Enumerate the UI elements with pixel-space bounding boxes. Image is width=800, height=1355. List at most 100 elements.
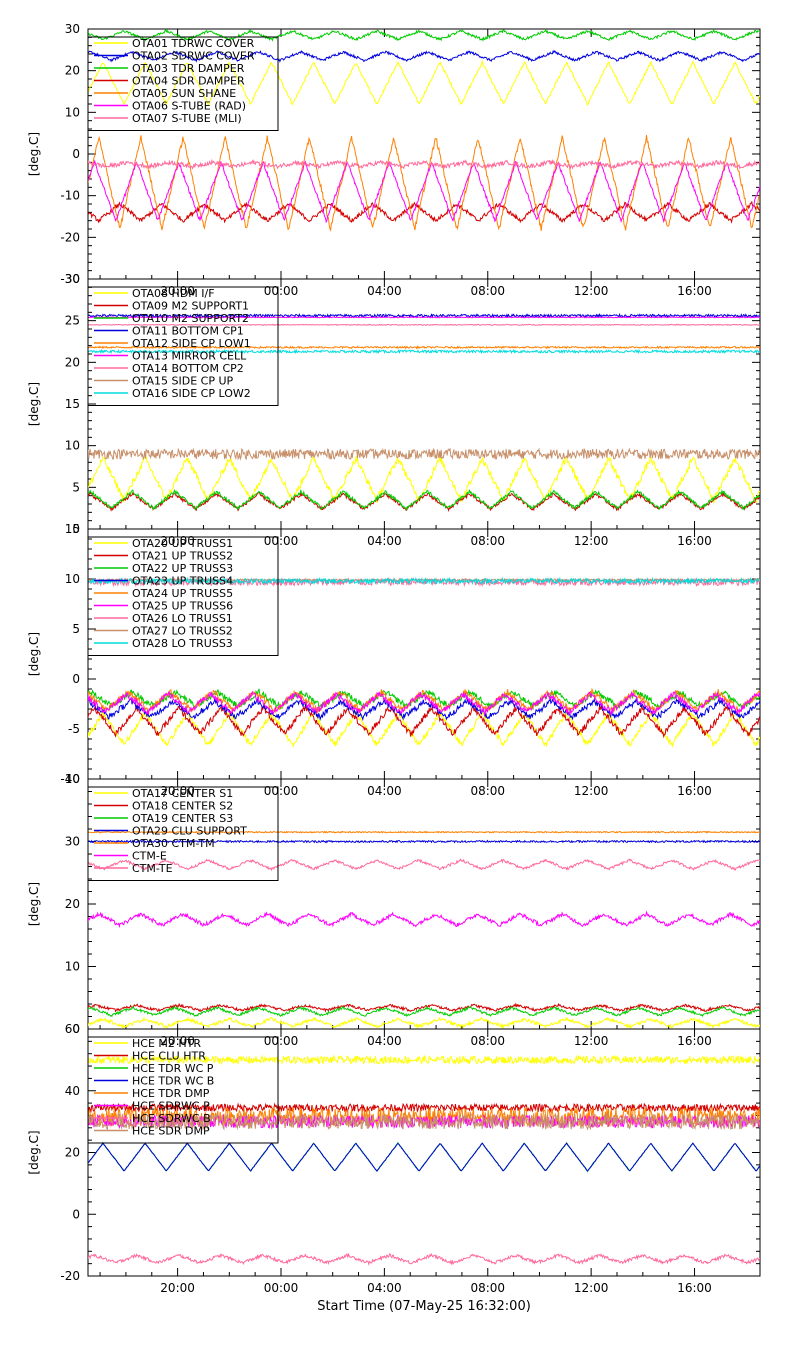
series-line-4 [88, 312, 760, 319]
y-tick-label: 0 [72, 672, 80, 686]
series-line-5 [88, 345, 760, 350]
legend-entry: OTA03 TDR DAMPER [132, 62, 245, 75]
legend-entry: OTA12 SIDE CP LOW1 [132, 337, 251, 350]
y-tick-label: -10 [60, 772, 80, 786]
y-axis-label: [deg.C] [27, 1130, 41, 1174]
series-group [88, 1054, 760, 1266]
y-tick-label: 5 [72, 622, 80, 636]
legend-entry: OTA27 LO TRUSS2 [132, 625, 233, 638]
y-tick-label: 40 [65, 1084, 80, 1098]
series-line-4 [88, 697, 760, 722]
x-tick-label: 04:00 [367, 284, 402, 298]
series-line-2 [88, 49, 760, 63]
y-tick-label: 30 [65, 835, 80, 849]
x-tick-label: 12:00 [574, 1281, 609, 1295]
series-line-8 [88, 1112, 760, 1131]
x-tick-label: 12:00 [574, 284, 609, 298]
series-line-3 [88, 488, 760, 511]
legend-box [87, 286, 279, 406]
series-line-4 [88, 839, 760, 844]
series-line-1 [88, 59, 760, 107]
legend-entry: OTA10 M2 SUPPORT2 [132, 312, 249, 325]
y-tick-label: 15 [65, 522, 80, 536]
legend-entry: OTA22 UP TRUSS3 [132, 562, 233, 575]
series-line-1 [88, 454, 760, 504]
x-tick-label: 12:00 [574, 784, 609, 798]
legend-box [87, 536, 279, 656]
legend-entry: OTA11 BOTTOM CP1 [132, 325, 244, 338]
y-tick-label: 20 [65, 355, 80, 369]
y-tick-label: 20 [65, 897, 80, 911]
legend-entry: OTA24 UP TRUSS5 [132, 587, 233, 600]
x-tick-label: 04:00 [367, 1281, 402, 1295]
legend-entry: CTM-E [132, 850, 167, 863]
legend-entry: CTM-TE [132, 862, 173, 875]
series-line-2 [88, 491, 760, 513]
legend-entry: OTA16 SIDE CP LOW2 [132, 387, 251, 400]
legend-entry: OTA29 CLU SUPPORT [132, 825, 247, 838]
legend-entry: OTA20 UP TRUSS1 [132, 537, 233, 550]
legend-entry: OTA21 UP TRUSS2 [132, 550, 233, 563]
series-line-7 [88, 1252, 760, 1266]
legend-entry: HCE TDR WC B [132, 1075, 214, 1088]
y-tick-label: -5 [68, 722, 80, 736]
legend-entry: HCE TDR DMP [132, 1087, 210, 1100]
legend-entry: OTA13 MIRROR CELL [132, 350, 247, 363]
y-tick-label: 10 [65, 960, 80, 974]
legend-entry: OTA30 CTM-TM [132, 837, 215, 850]
series-line-8 [88, 447, 760, 461]
x-tick-label: 08:00 [470, 534, 505, 548]
y-tick-label: 0 [72, 1207, 80, 1221]
legend-entry: HCE TDR WC P [132, 1062, 214, 1075]
series-line-1 [88, 1054, 760, 1066]
series-line-3 [88, 29, 760, 42]
series-line-7 [88, 158, 760, 170]
series-line-9 [88, 348, 760, 355]
series-group [88, 29, 760, 232]
series-group [88, 576, 760, 749]
series-line-6 [88, 690, 760, 717]
legend-entry: OTA04 SDR DAMPER [132, 75, 245, 88]
y-axis-label: [deg.C] [27, 882, 41, 926]
legend-entry: HCE SDR DMP [132, 1125, 210, 1138]
legend-entry: HCE SDRWC P [132, 1100, 210, 1113]
legend-entry: HCE CLU HTR [132, 1050, 206, 1063]
x-tick-label: 16:00 [677, 1281, 712, 1295]
x-tick-label: 16:00 [677, 284, 712, 298]
x-tick-label: 04:00 [367, 784, 402, 798]
y-tick-label: 10 [65, 105, 80, 119]
legend-box [87, 1036, 279, 1144]
x-tick-label: 04:00 [367, 534, 402, 548]
series-line-7 [88, 858, 760, 872]
legend-entry: OTA01 TDRWC COVER [132, 37, 255, 50]
series-line-1 [88, 709, 760, 749]
legend-entry: OTA19 CENTER S3 [132, 812, 233, 825]
series-line-4 [88, 200, 760, 224]
series-line-3 [88, 1141, 760, 1173]
series-line-6 [88, 910, 760, 929]
legend-entry: OTA08 HDM I/F [132, 287, 215, 300]
y-tick-label: 30 [65, 272, 80, 286]
series-line-5 [88, 830, 760, 834]
legend-entry: OTA07 S-TUBE (MLI) [132, 112, 242, 125]
series-group [88, 830, 760, 1029]
legend-entry: OTA28 LO TRUSS3 [132, 637, 233, 650]
x-tick-label: 16:00 [677, 1034, 712, 1048]
legend-entry: OTA14 BOTTOM CP2 [132, 362, 244, 375]
series-line-2 [88, 704, 760, 739]
legend-entry: OTA06 S-TUBE (RAD) [132, 100, 246, 113]
y-tick-label: 0 [72, 1022, 80, 1036]
legend-entry: HCE SDRWC B [132, 1112, 211, 1125]
x-tick-label: 20:00 [160, 1281, 195, 1295]
legend-entry: OTA09 M2 SUPPORT1 [132, 300, 249, 313]
x-tick-label: 08:00 [470, 284, 505, 298]
y-tick-label: 0 [72, 147, 80, 161]
series-line-2 [88, 1002, 760, 1013]
y-tick-label: 10 [65, 439, 80, 453]
